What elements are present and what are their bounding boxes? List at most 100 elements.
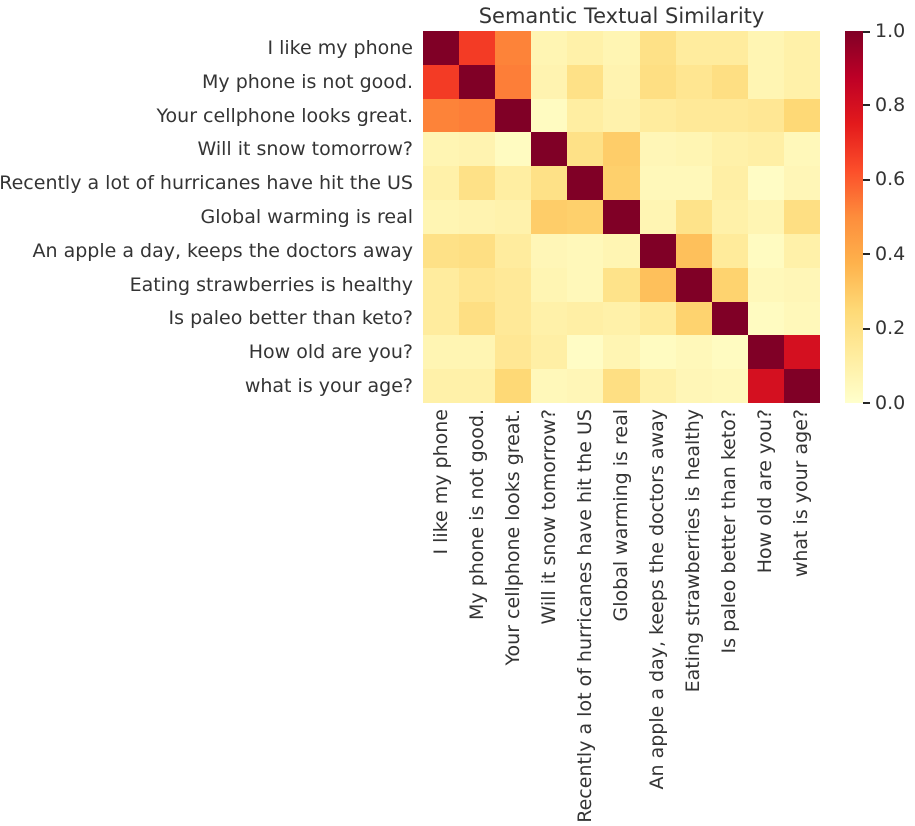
heatmap-cell-r9-c7 [675,335,712,370]
heatmap-cell-r2-c1 [459,98,496,133]
chart-title: Semantic Textual Similarity [478,4,765,28]
heatmap-cell-r7-c2 [495,267,532,302]
heatmap-cell-r3-c8 [711,132,748,167]
colorbar-tick [863,31,870,33]
heatmap-cell-r7-c5 [603,267,640,302]
heatmap-cell-r4-c2 [495,166,532,201]
x-tick-label: Eating strawberries is healthy [682,409,705,693]
heatmap-cell-r6-c4 [567,233,604,268]
heatmap-grid [423,31,820,403]
heatmap-cell-r7-c4 [567,267,604,302]
heatmap-cell-r4-c10 [783,166,820,201]
colorbar-tick [863,104,870,107]
heatmap-cell-r2-c10 [783,98,820,133]
heatmap-cell-r7-c10 [783,267,820,302]
heatmap-cell-r2-c7 [675,98,712,133]
x-tick-label: How old are you? [754,409,777,574]
heatmap-cell-r2-c2 [495,98,532,133]
heatmap-cell-r5-c4 [567,200,604,234]
colorbar-tick-label: 0.2 [875,317,906,340]
heatmap-cell-r10-c4 [567,369,604,403]
heatmap-cell-r10-c0 [423,369,460,403]
heatmap-cell-r8-c1 [459,301,496,336]
heatmap-cell-r8-c6 [639,301,676,336]
y-axis-labels: I like my phone My phone is not good. Your… [0,31,413,403]
heatmap-cell-r7-c9 [747,267,784,302]
heatmap-cell-r3-c7 [675,132,712,167]
colorbar-tick-label: 0.8 [875,93,906,116]
heatmap-cell-r1-c5 [603,64,640,99]
y-tick-label: Global warming is real [200,205,413,228]
heatmap-cell-r7-c3 [531,267,568,302]
x-tick-label: Your cellphone looks great. [501,409,524,666]
heatmap-cell-r2-c8 [711,98,748,133]
heatmap-cell-r4-c3 [531,166,568,201]
heatmap-cell-r9-c3 [531,335,568,370]
heatmap-cell-r4-c5 [603,166,640,201]
heatmap-cell-r2-c4 [567,98,604,133]
y-tick-label: My phone is not good. [202,70,413,93]
heatmap-cell-r8-c2 [495,301,532,336]
heatmap-cell-r5-c9 [747,200,784,234]
heatmap-cell-r6-c7 [675,233,712,268]
heatmap-cell-r7-c8 [711,267,748,302]
heatmap-cell-r6-c5 [603,233,640,268]
heatmap-cell-r5-c1 [459,200,496,234]
heatmap-cell-r3-c4 [567,132,604,167]
heatmap-cell-r6-c3 [531,233,568,268]
x-tick-label: Recently a lot of hurricanes have hit th… [573,409,596,823]
heatmap-cell-r4-c1 [459,166,496,201]
heatmap-cell-r2-c6 [639,98,676,133]
heatmap-cell-r9-c5 [603,335,640,370]
heatmap-cell-r5-c10 [783,200,820,234]
heatmap-cell-r7-c1 [459,267,496,302]
heatmap-cell-r5-c2 [495,200,532,234]
heatmap-cell-r0-c5 [603,31,640,65]
colorbar-tick [863,402,870,404]
heatmap-cell-r3-c3 [531,132,568,167]
heatmap-cell-r6-c8 [711,233,748,268]
heatmap-cell-r7-c0 [423,267,460,302]
x-tick-label: what is your age? [790,409,813,578]
heatmap-cell-r1-c10 [783,64,820,99]
heatmap-cell-r10-c8 [711,369,748,403]
y-tick-label: Your cellphone looks great. [156,104,413,127]
heatmap-cell-r6-c10 [783,233,820,268]
heatmap-cell-r4-c0 [423,166,460,201]
heatmap-cell-r7-c6 [639,267,676,302]
heatmap-cell-r7-c7 [675,267,712,302]
heatmap-cell-r3-c10 [783,132,820,167]
heatmap-cell-r6-c9 [747,233,784,268]
x-tick-label: Will it snow tomorrow? [537,409,560,625]
colorbar-tick-label: 1.0 [875,19,906,42]
y-tick-label: what is your age? [244,375,413,398]
heatmap-cell-r3-c6 [639,132,676,167]
heatmap-cell-r6-c0 [423,233,460,268]
heatmap-cell-r8-c7 [675,301,712,336]
heatmap-cell-r9-c2 [495,335,532,370]
heatmap-cell-r5-c7 [675,200,712,234]
x-tick-label: Global warming is real [610,409,632,622]
y-tick-label: Recently a lot of hurricanes have hit th… [0,172,413,195]
x-tick-label: An apple a day, keeps the doctors away [646,409,669,790]
heatmap-cell-r4-c7 [675,166,712,201]
heatmap-cell-r9-c8 [711,335,748,370]
heatmap-cell-r0-c0 [423,31,460,65]
heatmap-cell-r5-c8 [711,200,748,234]
heatmap-cell-r0-c6 [639,31,676,65]
y-tick-label: Eating strawberries is healthy [129,273,413,296]
colorbar-tick-label: 0.0 [875,391,906,414]
x-tick-label: I like my phone [429,409,452,555]
heatmap-cell-r1-c9 [747,64,784,99]
heatmap-cell-r9-c4 [567,335,604,370]
heatmap-cell-r1-c1 [459,64,496,99]
colorbar-tick-label: 0.6 [875,168,906,191]
heatmap-cell-r2-c5 [603,98,640,133]
heatmap-cell-r10-c1 [459,369,496,403]
x-axis-labels: I like my phone My phone is not good. Your… [423,409,820,823]
heatmap-cell-r0-c8 [711,31,748,65]
heatmap-cell-r1-c0 [423,64,460,99]
heatmap-cell-r1-c2 [495,64,532,99]
heatmap-cell-r1-c6 [639,64,676,99]
heatmap-cell-r8-c5 [603,301,640,336]
